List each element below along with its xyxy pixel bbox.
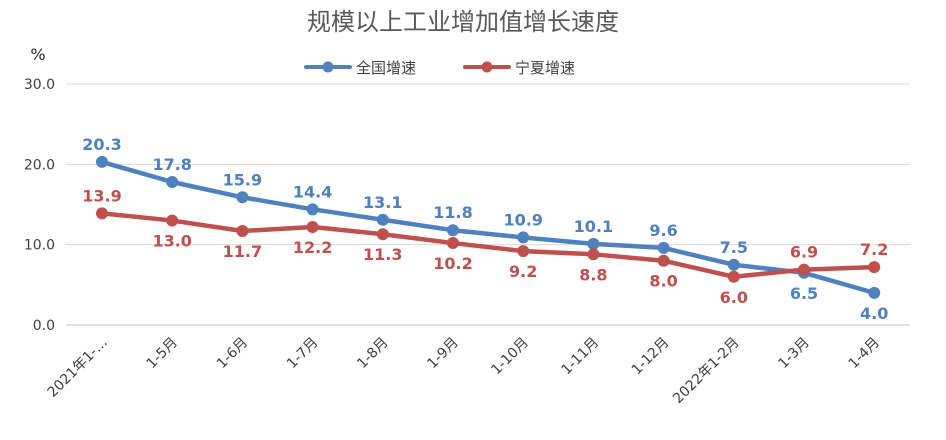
x-axis-ticks: 2021年1-… 1-5月 1-6月 1-7月 1-8月 1-9月 1-10月 1-11月 1-… — [45, 335, 883, 407]
data-label: 17.8 — [152, 155, 191, 174]
x-tick-label: 1-5月 — [144, 335, 181, 372]
x-tick-label: 2022年1-2月 — [670, 335, 742, 407]
data-label: 11.8 — [433, 203, 472, 222]
data-point — [868, 261, 881, 274]
data-point — [376, 228, 389, 241]
x-tick-label: 1-4月 — [846, 335, 883, 372]
data-labels: 20.3 17.8 15.9 14.4 13.1 11.8 10.9 10.1 9.6 7.5 6.… — [82, 135, 888, 323]
data-point — [868, 286, 881, 299]
x-tick-label: 1-9月 — [424, 335, 461, 372]
x-tick-label: 2021年1-… — [45, 335, 111, 401]
data-label: 14.4 — [293, 182, 332, 201]
y-axis-ticks: 30.0 20.0 10.0 0.0 — [24, 77, 55, 334]
data-label: 13.0 — [152, 232, 191, 251]
legend-label: 全国增速 — [356, 59, 416, 77]
legend-label: 宁夏增速 — [515, 59, 575, 77]
data-point — [166, 214, 179, 227]
x-tick-label: 1-3月 — [775, 335, 812, 372]
series-lines — [96, 155, 881, 299]
x-tick-label: 1-10月 — [488, 335, 532, 379]
data-label: 9.2 — [509, 262, 537, 281]
data-point — [587, 237, 600, 250]
legend-marker — [322, 61, 334, 73]
x-tick-label: 1-11月 — [559, 335, 603, 379]
data-point — [306, 220, 319, 233]
data-point — [727, 270, 740, 283]
data-point — [236, 225, 249, 238]
data-label: 6.5 — [790, 284, 818, 303]
data-label: 20.3 — [82, 135, 121, 154]
data-label: 10.9 — [503, 210, 542, 229]
data-point — [236, 191, 249, 204]
y-tick-label: 10.0 — [24, 238, 55, 254]
series-line-ningxia — [99, 211, 877, 280]
data-label: 13.9 — [82, 186, 121, 205]
data-label: 8.0 — [649, 272, 677, 291]
data-label: 11.3 — [363, 245, 402, 264]
data-label: 6.0 — [720, 288, 748, 307]
data-label: 9.6 — [649, 221, 677, 240]
x-tick-label: 1-7月 — [284, 335, 321, 372]
data-label: 12.2 — [293, 238, 332, 257]
x-tick-label: 1-12月 — [629, 335, 673, 379]
series-line-national — [99, 159, 877, 296]
data-point — [96, 207, 108, 220]
data-label: 11.7 — [223, 242, 262, 261]
data-label: 10.1 — [574, 217, 613, 236]
data-point — [517, 245, 530, 258]
data-label: 7.5 — [720, 238, 748, 257]
y-tick-label: 20.0 — [24, 157, 55, 173]
data-point — [306, 203, 319, 216]
data-point — [447, 237, 459, 250]
data-point — [376, 213, 389, 226]
data-point — [587, 248, 600, 261]
data-point — [517, 231, 530, 244]
y-tick-label: 30.0 — [24, 77, 55, 93]
data-label: 7.2 — [860, 240, 888, 259]
data-point — [657, 254, 670, 267]
data-point — [447, 224, 459, 237]
data-label: 4.0 — [860, 304, 888, 323]
y-axis-unit: % — [30, 45, 45, 64]
data-point — [166, 176, 179, 189]
data-label: 8.8 — [579, 265, 607, 284]
gridlines — [66, 83, 910, 326]
chart-title: 规模以上工业增加值增长速度 — [307, 8, 619, 36]
data-label: 10.2 — [433, 254, 472, 273]
data-label: 15.9 — [223, 170, 262, 189]
data-point — [657, 241, 670, 254]
data-point — [96, 155, 108, 168]
data-point — [798, 263, 810, 276]
data-label: 6.9 — [790, 243, 818, 262]
data-label: 13.1 — [363, 193, 402, 212]
legend: 全国增速 宁夏增速 — [304, 59, 575, 77]
x-tick-label: 1-6月 — [214, 335, 251, 372]
legend-marker — [481, 61, 493, 73]
x-tick-label: 1-8月 — [354, 335, 391, 372]
data-point — [727, 258, 740, 271]
y-tick-label: 0.0 — [33, 318, 55, 334]
